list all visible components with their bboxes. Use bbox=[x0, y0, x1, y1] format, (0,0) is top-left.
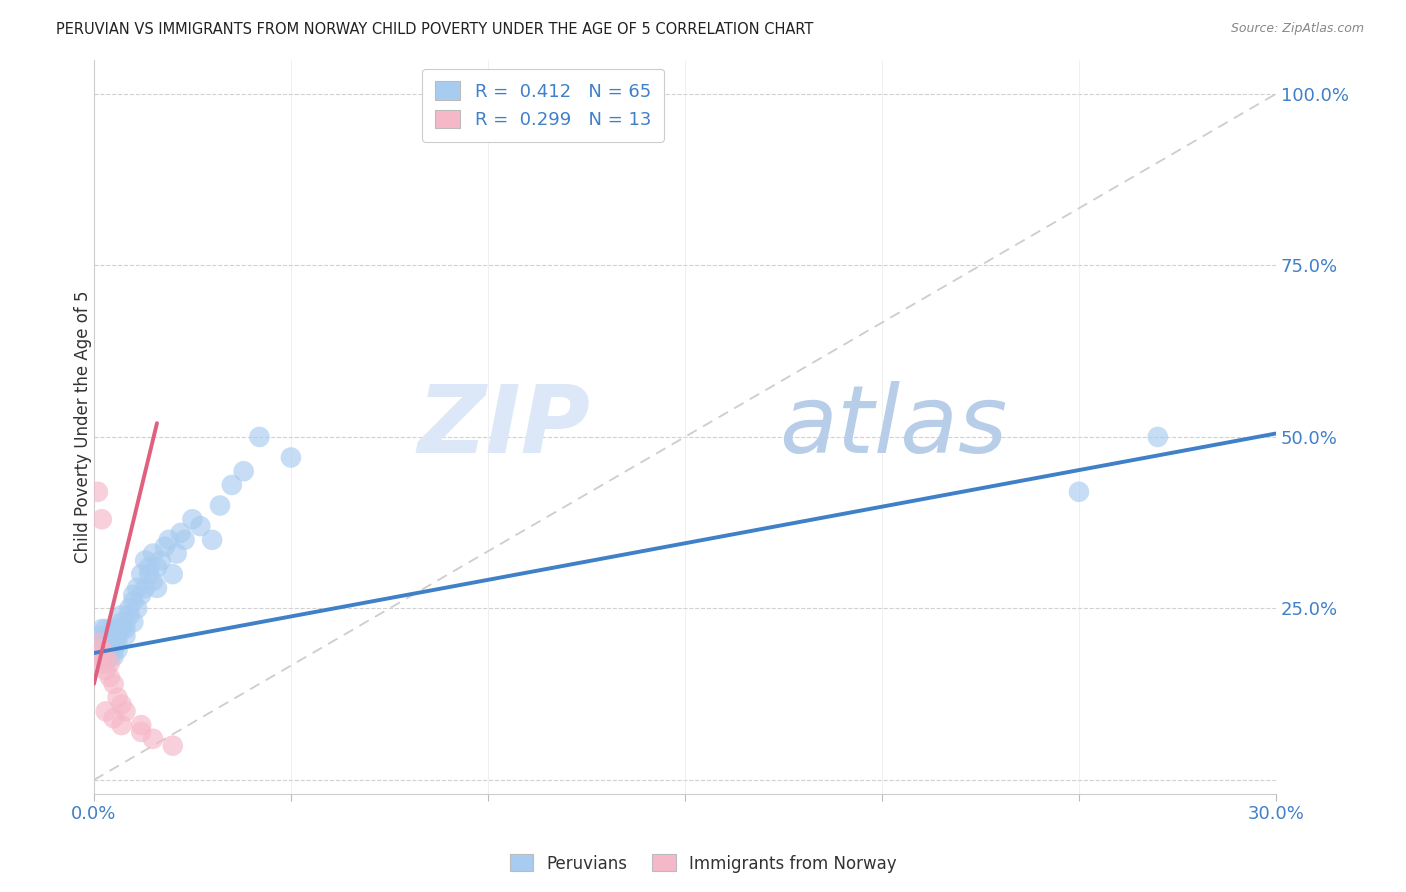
Y-axis label: Child Poverty Under the Age of 5: Child Poverty Under the Age of 5 bbox=[75, 291, 91, 563]
Point bbox=[94, 663, 117, 677]
Point bbox=[87, 649, 110, 664]
Point bbox=[98, 670, 121, 684]
Point bbox=[103, 649, 125, 664]
Point bbox=[114, 622, 136, 636]
Point bbox=[127, 601, 149, 615]
Point bbox=[249, 430, 271, 444]
Point bbox=[90, 622, 112, 636]
Point bbox=[142, 547, 165, 561]
Point bbox=[87, 642, 110, 657]
Point bbox=[103, 711, 125, 725]
Point bbox=[122, 594, 145, 608]
Point bbox=[90, 636, 112, 650]
Point bbox=[107, 622, 129, 636]
Point bbox=[103, 677, 125, 691]
Point bbox=[90, 642, 112, 657]
Point bbox=[146, 581, 169, 595]
Point bbox=[94, 704, 117, 718]
Point bbox=[129, 718, 152, 732]
Text: PERUVIAN VS IMMIGRANTS FROM NORWAY CHILD POVERTY UNDER THE AGE OF 5 CORRELATION : PERUVIAN VS IMMIGRANTS FROM NORWAY CHILD… bbox=[56, 22, 814, 37]
Point bbox=[1146, 430, 1168, 444]
Point bbox=[142, 731, 165, 746]
Point bbox=[98, 636, 121, 650]
Point bbox=[103, 636, 125, 650]
Point bbox=[157, 533, 180, 547]
Point bbox=[103, 629, 125, 643]
Point bbox=[114, 629, 136, 643]
Point bbox=[90, 657, 112, 671]
Point bbox=[98, 629, 121, 643]
Point bbox=[110, 615, 132, 629]
Text: atlas: atlas bbox=[779, 381, 1008, 472]
Point bbox=[221, 478, 243, 492]
Point bbox=[90, 642, 112, 657]
Point bbox=[134, 581, 156, 595]
Point bbox=[1067, 484, 1090, 499]
Point bbox=[98, 649, 121, 664]
Point bbox=[94, 649, 117, 664]
Point bbox=[162, 567, 184, 582]
Point bbox=[87, 636, 110, 650]
Legend: R =  0.412   N = 65, R =  0.299   N = 13: R = 0.412 N = 65, R = 0.299 N = 13 bbox=[422, 69, 664, 142]
Point bbox=[153, 540, 176, 554]
Point bbox=[110, 622, 132, 636]
Point bbox=[107, 629, 129, 643]
Point bbox=[169, 526, 191, 541]
Point bbox=[188, 519, 211, 533]
Text: Source: ZipAtlas.com: Source: ZipAtlas.com bbox=[1230, 22, 1364, 36]
Point bbox=[87, 629, 110, 643]
Point bbox=[110, 718, 132, 732]
Point bbox=[90, 512, 112, 526]
Point bbox=[103, 642, 125, 657]
Point bbox=[173, 533, 195, 547]
Point bbox=[162, 739, 184, 753]
Point bbox=[118, 601, 141, 615]
Text: ZIP: ZIP bbox=[418, 381, 591, 473]
Point bbox=[98, 657, 121, 671]
Point bbox=[146, 560, 169, 574]
Point bbox=[107, 690, 129, 705]
Point bbox=[280, 450, 302, 465]
Point bbox=[94, 649, 117, 664]
Point bbox=[118, 608, 141, 623]
Point bbox=[142, 574, 165, 588]
Point bbox=[201, 533, 224, 547]
Point bbox=[138, 567, 160, 582]
Point bbox=[94, 629, 117, 643]
Point bbox=[127, 581, 149, 595]
Point bbox=[129, 725, 152, 739]
Point bbox=[114, 615, 136, 629]
Point bbox=[110, 698, 132, 712]
Point bbox=[110, 608, 132, 623]
Point bbox=[181, 512, 204, 526]
Point bbox=[107, 636, 129, 650]
Point bbox=[103, 622, 125, 636]
Point bbox=[98, 642, 121, 657]
Point bbox=[90, 649, 112, 664]
Point bbox=[149, 553, 172, 567]
Point bbox=[208, 499, 231, 513]
Point bbox=[107, 642, 129, 657]
Legend: Peruvians, Immigrants from Norway: Peruvians, Immigrants from Norway bbox=[503, 847, 903, 880]
Point bbox=[94, 642, 117, 657]
Point bbox=[94, 622, 117, 636]
Point bbox=[232, 464, 254, 478]
Point bbox=[114, 704, 136, 718]
Point bbox=[166, 547, 188, 561]
Point bbox=[134, 553, 156, 567]
Point bbox=[138, 560, 160, 574]
Point bbox=[87, 649, 110, 664]
Point bbox=[122, 588, 145, 602]
Point bbox=[129, 588, 152, 602]
Point bbox=[94, 636, 117, 650]
Point bbox=[129, 567, 152, 582]
Point bbox=[122, 615, 145, 629]
Point bbox=[87, 484, 110, 499]
